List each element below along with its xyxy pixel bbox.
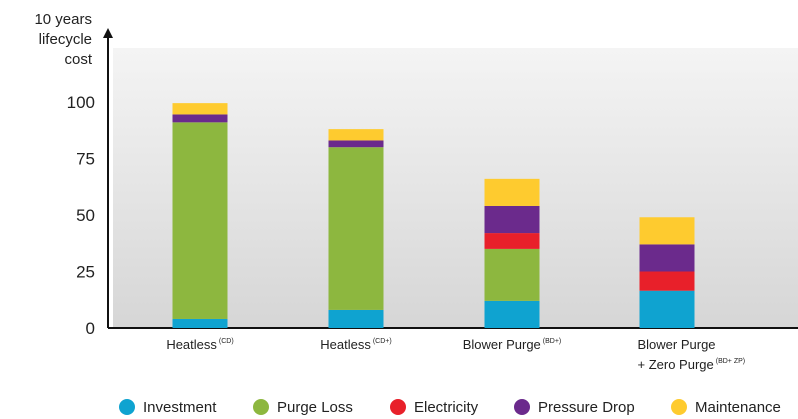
legend: Investment Purge Loss Electricity Pressure … (119, 399, 781, 416)
y-axis-arrow (103, 28, 113, 38)
bar-segment-electricity (484, 233, 540, 249)
bar-segment-maintenance (484, 178, 540, 206)
y-tick-label: 75 (76, 150, 95, 169)
bar-segment-purge-loss (328, 147, 384, 310)
x-category-superscript: (BD+ ZP) (716, 358, 745, 365)
x-category-label-text: Blower Purge (463, 337, 541, 352)
y-tick-label: 0 (86, 319, 95, 338)
bar-segment-investment (484, 300, 540, 328)
bar-segment-investment (328, 309, 384, 328)
legend-item: Electricity (390, 399, 479, 416)
y-tick-label: 100 (67, 93, 95, 112)
legend-swatch (119, 399, 135, 415)
x-category-label-text: Heatless (166, 337, 217, 352)
bar-segment-pressure-drop (484, 205, 540, 234)
legend-swatch (390, 399, 406, 415)
bar-segment-pressure-drop (172, 114, 228, 123)
y-tick-label: 50 (76, 206, 95, 225)
x-category-label-text: Blower Purge (638, 337, 716, 352)
x-category-label: Blower Purge (BD+) (463, 337, 562, 352)
bars (172, 103, 695, 328)
bar-segment-investment (639, 290, 695, 328)
x-category-superscript: (CD+) (373, 338, 392, 345)
legend-label: Maintenance (695, 399, 781, 416)
x-category-label-text: Heatless (320, 337, 371, 352)
y-tick-labels: 0 25 50 75 100 (67, 93, 95, 338)
x-category-labels: Heatless (CD) Heatless (CD+) Blower Purge (BD… (166, 337, 745, 372)
legend-swatch (671, 399, 687, 415)
x-category-superscript: (CD) (219, 338, 234, 345)
bar-segment-investment (172, 318, 228, 328)
legend-label: Electricity (414, 399, 479, 416)
bar-segment-maintenance (639, 217, 695, 245)
x-category-label-text: + Zero Purge (638, 357, 714, 372)
legend-item: Investment (119, 399, 217, 416)
y-axis-label-line: cost (64, 51, 92, 68)
legend-item: Purge Loss (253, 399, 353, 416)
x-category-label: Heatless (CD) (166, 337, 233, 352)
bar-segment-purge-loss (172, 122, 228, 319)
bar-segment-maintenance (172, 103, 228, 115)
x-category-label: Heatless (CD+) (320, 337, 391, 352)
bar-segment-electricity (639, 271, 695, 291)
legend-label: Pressure Drop (538, 399, 635, 416)
bar-segment-pressure-drop (328, 140, 384, 148)
x-category-label: Blower Purge (638, 337, 716, 352)
legend-item: Maintenance (671, 399, 781, 416)
y-axis-label: 10 years lifecycle cost (34, 11, 92, 68)
bar-segment-maintenance (328, 129, 384, 141)
x-category-superscript: (BD+) (543, 338, 561, 345)
legend-item: Pressure Drop (514, 399, 635, 416)
y-axis-label-line: lifecycle (39, 31, 92, 48)
legend-label: Investment (143, 399, 217, 416)
bar-segment-pressure-drop (639, 244, 695, 272)
legend-label: Purge Loss (277, 399, 353, 416)
legend-swatch (514, 399, 530, 415)
legend-swatch (253, 399, 269, 415)
bar-segment-purge-loss (484, 248, 540, 301)
y-axis-label-line: 10 years (34, 11, 92, 28)
x-category-label: + Zero Purge (BD+ ZP) (638, 357, 746, 372)
y-tick-label: 25 (76, 263, 95, 282)
